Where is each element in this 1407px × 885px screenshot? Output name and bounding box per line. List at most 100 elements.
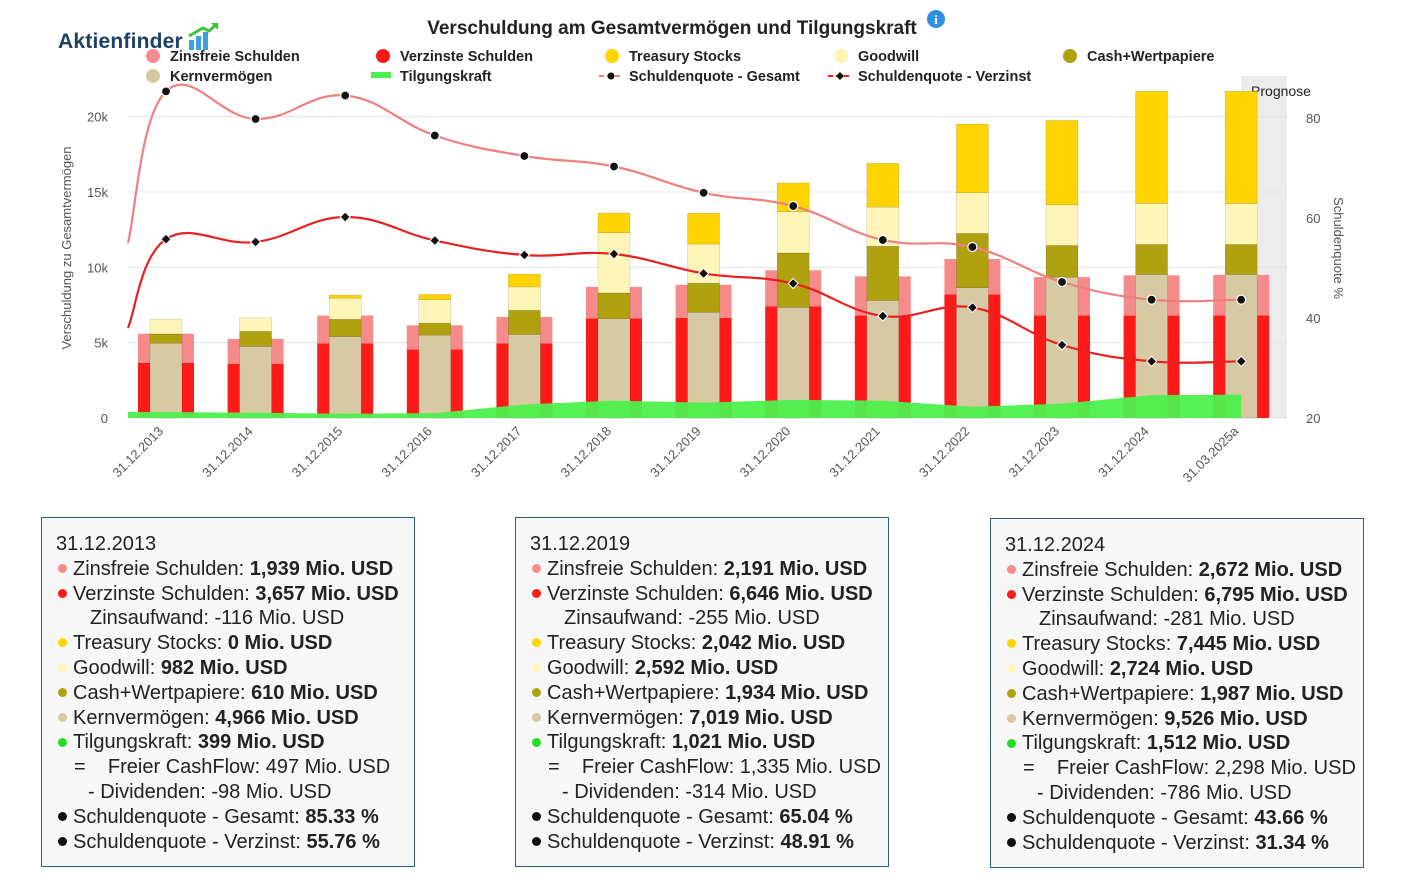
tooltip-row-sq-verzinst: Schuldenquote - Verzinst: 48.91 % [530,830,888,855]
tooltip-label: Zinsfreie Schulden: [73,557,250,580]
x-tick-label: 31.12.2022 [916,424,973,481]
kern-bullet-icon [532,712,541,722]
bar-goodwill [508,286,541,311]
tooltip-label: Cash+Wertpapiere: [547,681,726,704]
tooltip-value: 1,512 Mio. USD [1146,732,1291,755]
logo-text: Aktienfinder [58,30,183,53]
legend-item[interactable]: Treasury Stocks [605,49,741,65]
legend-item[interactable]: Goodwill [834,49,919,65]
bar-goodwill [776,211,810,254]
tooltip-2019: 31.12.2019 Zinsfreie Schulden: 2,191 Mio.… [515,517,889,867]
tooltip-value: 31.34 % [1255,831,1329,854]
tooltip-row-goodwill: Goodwill: 2,592 Mio. USD [530,656,888,681]
tooltip-date: 31.12.2019 [530,533,631,555]
x-tick-label: 31.12.2017 [468,424,525,481]
y-right-tick-label: 80 [1306,111,1320,126]
legend-marker [607,72,615,80]
tooltip-zinsaufwand: Zinsaufwand: -281 Mio. USD [1039,608,1295,631]
forecast-label: Prognose [1251,83,1311,99]
legend-item[interactable]: Kernvermögen [146,69,272,85]
tooltip-value: 43.66 % [1254,806,1328,829]
bar-cash-wertpapiere [1045,245,1079,278]
x-tick-label: 31.12.2013 [109,424,166,481]
x-tick-label: 31.12.2014 [199,424,256,481]
x-tick-label: 31.03.2025a [1180,423,1242,485]
legend-item[interactable]: Cash+Wertpapiere [1063,49,1214,65]
legend-item[interactable]: Zinsfreie Schulden [146,49,300,65]
tooltip-label: Goodwill: [547,656,635,679]
legend-marker [146,49,160,63]
tooltip-label: Schuldenquote - Gesamt: [1022,806,1255,829]
tooltip-value: 65.04 % [779,805,853,828]
legend-item[interactable]: Schuldenquote - Verzinst [828,69,1031,85]
tilgung-bullet-icon [1007,738,1016,748]
tooltip-label: Kernvermögen: [547,706,690,729]
tooltip-row-cash: Cash+Wertpapiere: 1,934 Mio. USD [530,681,888,706]
tooltip-zinsaufwand: Zinsaufwand: -255 Mio. USD [564,607,820,630]
bar-cash-wertpapiere [149,333,183,344]
bar-treasury-stocks [328,294,362,299]
x-tick-label: 31.12.2015 [289,424,346,481]
point-schuldenquote-gesamt [1236,294,1247,305]
tooltip-label: Treasury Stocks: [1022,633,1177,656]
y-left-tick-label: 15k [87,185,108,200]
info-icon[interactable]: i [927,10,945,28]
tooltip-row-verzinste: Verzinste Schulden: 3,657 Mio. USD [56,582,414,607]
tooltip-row-zinsfreie: Zinsfreie Schulden: 2,672 Mio. USD [1005,558,1363,583]
sq-gesamt-bullet-icon [1007,812,1016,822]
kern-bullet-icon [1007,713,1016,723]
zinsfreie-bullet-icon [58,564,67,574]
bar-kernvermoegen [328,336,362,419]
treasury-bullet-icon [1007,639,1016,649]
tooltip-label: Cash+Wertpapiere: [73,681,252,704]
x-tick-label: 31.12.2020 [737,424,794,481]
tooltip-row-tilgung: Tilgungskraft: 399 Mio. USD [56,730,414,755]
tooltip-dividenden: - Dividenden: -786 Mio. USD [1037,781,1292,804]
y-right-tick-label: 60 [1306,211,1320,226]
tooltip-label: Kernvermögen: [1022,707,1165,730]
point-schuldenquote-gesamt [429,130,440,141]
tooltip-label: Tilgungskraft: [73,731,198,754]
legend-label: Treasury Stocks [629,49,741,65]
tooltip-label: Treasury Stocks: [547,632,702,655]
line-schuldenquote-gesamt [126,83,1242,303]
bar-kernvermoegen [239,346,272,419]
bar-goodwill [328,297,362,320]
tilgung-bullet-icon [58,737,67,747]
bar-goodwill [956,192,989,234]
tooltip-label: Tilgungskraft: [1022,732,1147,755]
aktienfinder-logo[interactable]: Aktienfinder [58,22,221,54]
legend-label: Verzinste Schulden [400,49,533,65]
tooltip-label: Schuldenquote - Verzinst: [73,830,307,853]
point-schuldenquote-gesamt [608,161,620,172]
bar-treasury-stocks [508,273,541,288]
bar-kernvermoegen [418,334,452,419]
bar-cash-wertpapiere [597,292,631,319]
tooltip-label: Verzinste Schulden: [1022,583,1205,606]
legend-item[interactable]: Tilgungskraft [371,69,492,85]
point-schuldenquote-verzinst [1145,355,1158,368]
legend-marker [371,72,391,78]
tooltip-value: 1,021 Mio. USD [671,731,816,754]
bar-goodwill [239,317,272,332]
point-schuldenquote-verzinst [966,301,979,314]
legend-label: Zinsfreie Schulden [170,49,300,65]
tooltip-label: Schuldenquote - Gesamt: [547,805,780,828]
tooltip-label: Treasury Stocks: [73,632,228,655]
point-schuldenquote-verzinst [1235,355,1247,368]
goodwill-bullet-icon [58,663,67,673]
point-schuldenquote-verzinst [518,249,531,261]
goodwill-bullet-icon [532,663,541,673]
cash-bullet-icon [58,688,67,697]
verzinste-bullet-icon [58,588,67,598]
tooltip-value: 1,939 Mio. USD [249,557,394,580]
legend-item[interactable]: Schuldenquote - Gesamt [599,69,800,85]
legend-item[interactable]: Verzinste Schulden [376,49,533,65]
tooltip-value: 2,672 Mio. USD [1198,558,1343,581]
point-schuldenquote-gesamt [340,90,351,101]
verzinste-bullet-icon [532,588,541,598]
tooltip-value: 2,592 Mio. USD [634,656,779,679]
point-schuldenquote-verzinst [339,211,351,223]
tooltip-row-treasury: Treasury Stocks: 7,445 Mio. USD [1005,632,1363,657]
cash-bullet-icon [1007,689,1016,698]
